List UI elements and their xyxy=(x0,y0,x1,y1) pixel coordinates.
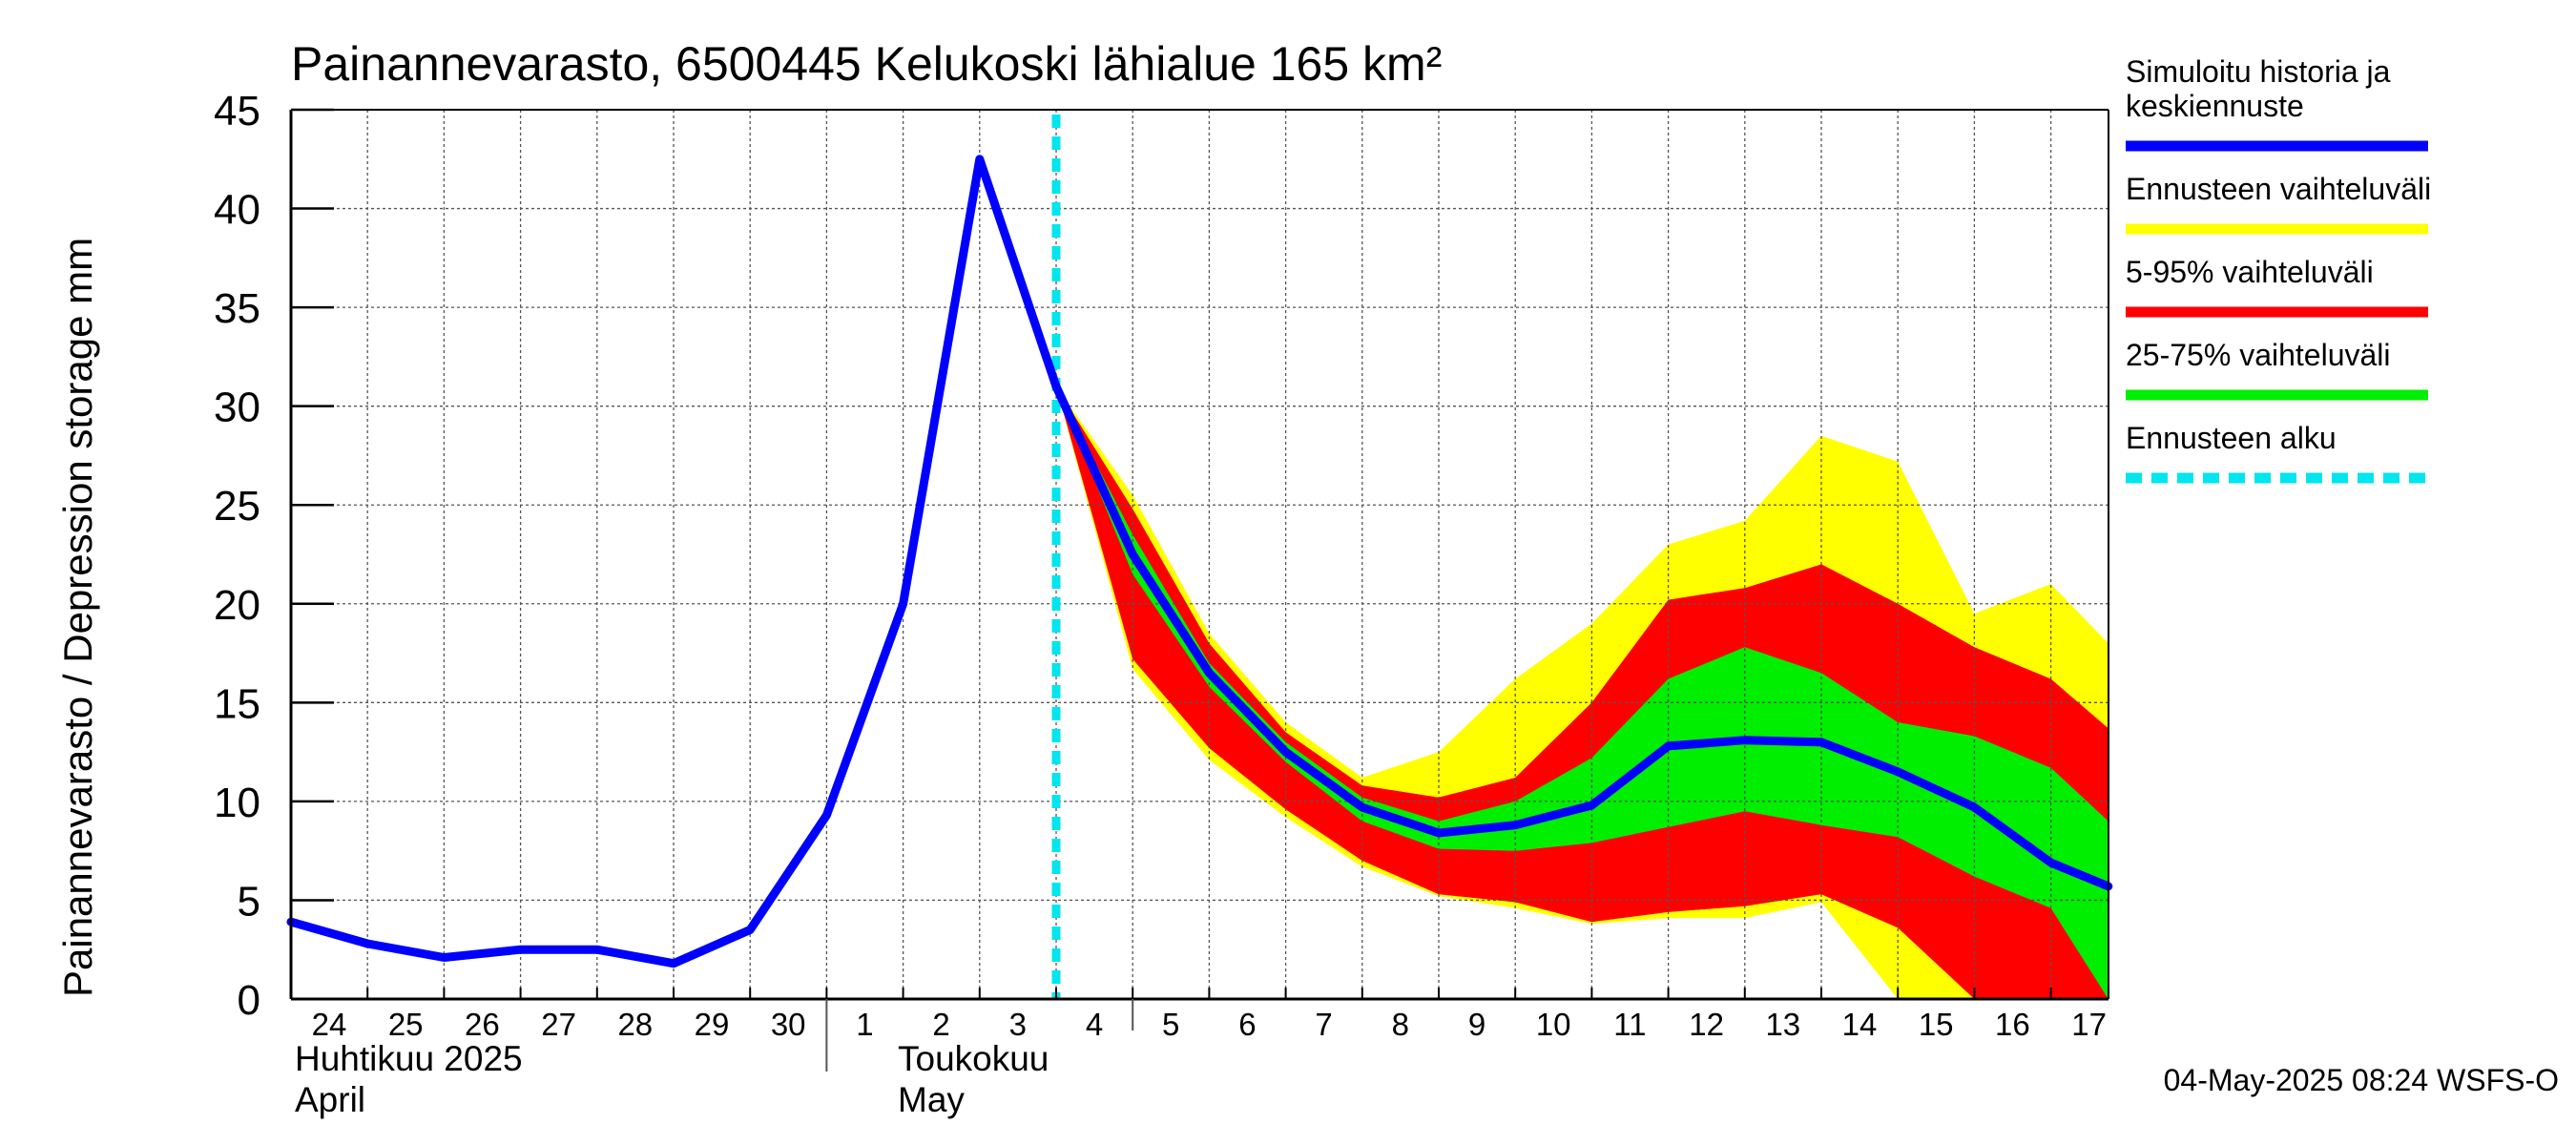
chart-title: Painannevarasto, 6500445 Kelukoski lähia… xyxy=(291,37,1442,91)
x-tick-label-15: 9 xyxy=(1468,1007,1485,1042)
x-tick-labels: 24 25 26 27 28 29 30 1 2 3 4 5 6 7 8 9 10 11 12 13 14 15 16 17 xyxy=(312,1007,2107,1042)
y-tick-label-8: 40 xyxy=(214,187,260,234)
x-tick-label-14: 8 xyxy=(1392,1007,1409,1042)
y-tick-label-6: 30 xyxy=(214,385,260,431)
legend-label-1-0: Ennusteen vaihteluväli xyxy=(2126,172,2431,206)
y-tick-label-0: 0 xyxy=(238,977,260,1024)
x-tick-label-0: 24 xyxy=(312,1007,347,1042)
grid-lines xyxy=(291,109,2109,999)
x-tick-label-9: 3 xyxy=(1009,1007,1027,1042)
x-tick-label-3: 27 xyxy=(541,1007,576,1042)
x-tick-label-19: 13 xyxy=(1765,1007,1800,1042)
y-tick-label-1: 5 xyxy=(238,878,260,925)
x-tick-label-13: 7 xyxy=(1315,1007,1332,1042)
y-tick-label-9: 45 xyxy=(214,88,260,135)
month-label-0-line2: April xyxy=(295,1080,365,1119)
x-tick-label-11: 5 xyxy=(1162,1007,1179,1042)
legend-label-0-1: keskiennuste xyxy=(2126,89,2304,123)
x-tick-label-23: 17 xyxy=(2071,1007,2107,1042)
x-tick-label-20: 14 xyxy=(1842,1007,1878,1042)
y-tick-label-3: 15 xyxy=(214,680,260,727)
y-tick-label-5: 25 xyxy=(214,483,260,530)
y-tick-label-7: 35 xyxy=(214,285,260,332)
legend-label-2-0: 5-95% vaihteluväli xyxy=(2126,255,2374,289)
forecast-bands xyxy=(1056,386,2109,999)
x-tick-label-12: 6 xyxy=(1238,1007,1256,1042)
month-label-0-line1: Huhtikuu 2025 xyxy=(295,1039,523,1078)
y-tick-labels: 0 5 10 15 20 25 30 35 40 45 xyxy=(214,88,260,1024)
x-tick-label-16: 10 xyxy=(1536,1007,1571,1042)
legend-label-0-0: Simuloitu historia ja xyxy=(2126,54,2391,89)
x-tick-label-18: 12 xyxy=(1689,1007,1724,1042)
x-tick-label-1: 25 xyxy=(388,1007,424,1042)
x-tick-label-7: 1 xyxy=(856,1007,873,1042)
y-tick-label-4: 20 xyxy=(214,582,260,629)
axes xyxy=(289,108,2109,1001)
x-tick-label-6: 30 xyxy=(771,1007,806,1042)
x-tick-label-8: 2 xyxy=(932,1007,949,1042)
mean-forecast-line xyxy=(286,155,2113,968)
x-tick-label-2: 26 xyxy=(465,1007,500,1042)
y-axis-label: Painannevarasto / Depression storage mm xyxy=(55,238,100,997)
y-tick-label-2: 10 xyxy=(214,780,260,826)
footer-timestamp: 04-May-2025 08:24 WSFS-O xyxy=(2164,1063,2559,1097)
legend-label-4-0: Ennusteen alku xyxy=(2126,421,2337,455)
x-tick-label-22: 16 xyxy=(1995,1007,2030,1042)
x-tick-label-21: 15 xyxy=(1919,1007,1954,1042)
x-tick-label-5: 29 xyxy=(695,1007,730,1042)
x-tick-label-10: 4 xyxy=(1086,1007,1103,1042)
legend-label-3-0: 25-75% vaihteluväli xyxy=(2126,338,2391,372)
month-label-1-line2: May xyxy=(898,1080,965,1119)
band-1 xyxy=(1056,386,2109,999)
x-tick-label-4: 28 xyxy=(617,1007,653,1042)
main-series xyxy=(286,155,2113,968)
month-label-1-line1: Toukokuu xyxy=(898,1039,1049,1078)
x-tick-label-17: 11 xyxy=(1613,1007,1646,1042)
